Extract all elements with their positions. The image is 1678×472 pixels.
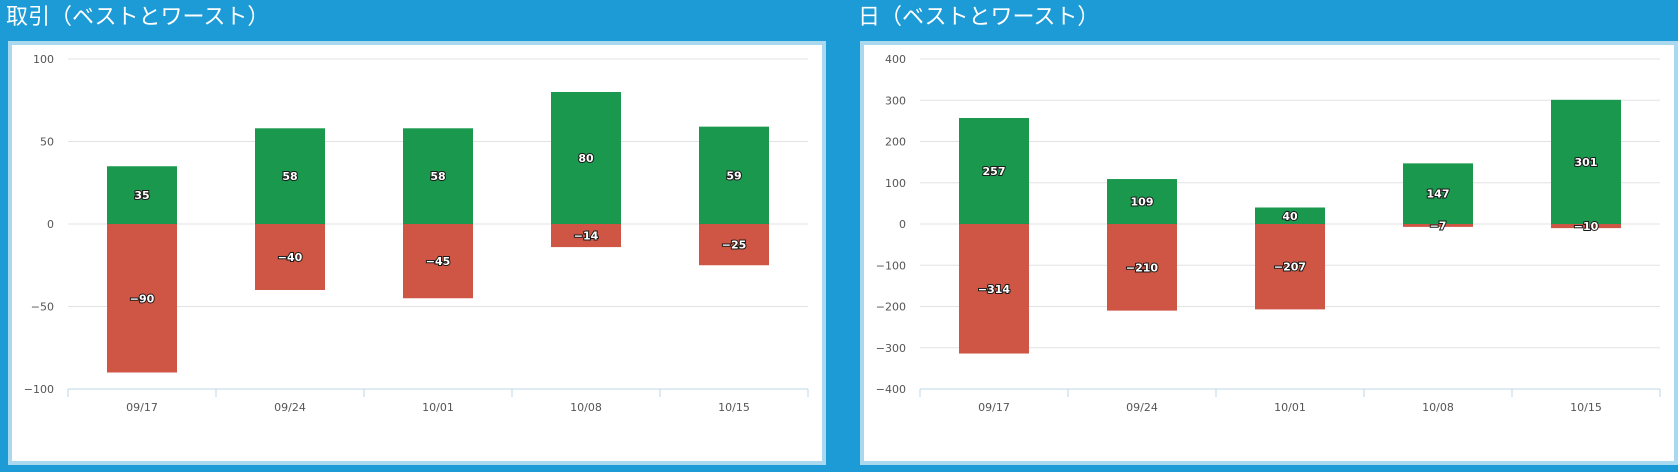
data-label: −7 — [1430, 219, 1447, 232]
panel-title: 日（ベストとワースト） — [858, 5, 1100, 30]
data-label: 59 — [726, 169, 741, 182]
bar-worst[interactable] — [107, 224, 177, 373]
bar-best[interactable] — [255, 128, 325, 224]
y-tick-label: 100 — [33, 53, 54, 66]
bar-best[interactable] — [107, 166, 177, 224]
bar-worst[interactable] — [959, 224, 1029, 354]
data-label: 109 — [1131, 196, 1154, 209]
data-label: −45 — [426, 255, 451, 268]
x-tick-label: 09/24 — [274, 401, 306, 414]
bar-worst[interactable] — [699, 224, 769, 266]
data-label: −90 — [130, 292, 155, 305]
x-tick-label: 09/24 — [1126, 401, 1158, 414]
y-tick-label: 300 — [885, 94, 906, 107]
bar-worst[interactable] — [1255, 224, 1325, 310]
data-label: 35 — [134, 189, 149, 202]
data-label: 257 — [983, 165, 1006, 178]
data-label: −10 — [1574, 220, 1599, 233]
data-label: −207 — [1274, 261, 1306, 274]
y-tick-label: 0 — [47, 218, 54, 231]
data-label: −14 — [574, 230, 599, 243]
chart-container: 100 50 0 −50 −100 35 −90 09/17 58 −40 09/24 58 −45 10… — [8, 41, 826, 465]
bar-best[interactable] — [551, 92, 621, 224]
x-tick-label: 10/15 — [1570, 401, 1602, 414]
bar-best[interactable] — [699, 126, 769, 224]
x-tick-label: 09/17 — [126, 401, 158, 414]
bar-worst[interactable] — [551, 224, 621, 248]
y-tick-label: 50 — [40, 136, 54, 149]
panel-title: 取引（ベストとワースト） — [6, 5, 270, 30]
bar-worst[interactable] — [1551, 224, 1621, 229]
y-tick-label: 400 — [885, 53, 906, 66]
y-tick-label: −400 — [876, 383, 906, 396]
data-label: 80 — [578, 152, 594, 165]
bar-best[interactable] — [959, 117, 1029, 224]
bar-worst[interactable] — [1403, 224, 1473, 227]
bar-best[interactable] — [403, 128, 473, 224]
y-tick-label: 0 — [899, 218, 906, 231]
bar-chart: 100 50 0 −50 −100 35 −90 09/17 58 −40 09/24 58 −45 10… — [24, 53, 809, 414]
bar-best[interactable] — [1551, 99, 1621, 224]
bar-worst[interactable] — [255, 224, 325, 290]
bar-best[interactable] — [1403, 163, 1473, 224]
data-label: 301 — [1575, 156, 1598, 169]
y-tick-label: −200 — [876, 301, 906, 314]
panel-days: 日（ベストとワースト） 400 300 200 100 0 −100 −200 −300 −40… — [852, 0, 1678, 472]
data-label: −210 — [1126, 261, 1159, 274]
data-label: −314 — [978, 283, 1011, 296]
data-label: 40 — [1282, 210, 1298, 223]
y-tick-label: −50 — [31, 301, 54, 314]
x-tick-label: 09/17 — [978, 401, 1010, 414]
x-tick-label: 10/01 — [1274, 401, 1306, 414]
data-label: 58 — [430, 170, 445, 183]
data-label: 58 — [282, 170, 297, 183]
y-tick-label: −100 — [876, 259, 906, 272]
bar-chart: 400 300 200 100 0 −100 −200 −300 −400 257 −314 09/1… — [876, 53, 1661, 414]
x-tick-label: 10/01 — [422, 401, 454, 414]
y-tick-label: 100 — [885, 177, 906, 190]
x-tick-label: 10/08 — [570, 401, 602, 414]
bar-best[interactable] — [1107, 179, 1177, 224]
data-label: −40 — [278, 251, 303, 264]
y-tick-label: −100 — [24, 383, 54, 396]
bar-worst[interactable] — [1107, 224, 1177, 311]
x-tick-label: 10/15 — [718, 401, 750, 414]
y-tick-label: −300 — [876, 342, 906, 355]
bar-best[interactable] — [1255, 207, 1325, 225]
x-tick-label: 10/08 — [1422, 401, 1454, 414]
data-label: 147 — [1427, 188, 1450, 201]
y-tick-label: 200 — [885, 136, 906, 149]
panel-trades: 取引（ベストとワースト） 100 50 0 −50 −100 35 −90 09/17 58 −4… — [0, 0, 832, 472]
bar-worst[interactable] — [403, 224, 473, 299]
data-label: −25 — [722, 239, 747, 252]
chart-container: 400 300 200 100 0 −100 −200 −300 −400 257 −314 09/1… — [860, 41, 1678, 465]
